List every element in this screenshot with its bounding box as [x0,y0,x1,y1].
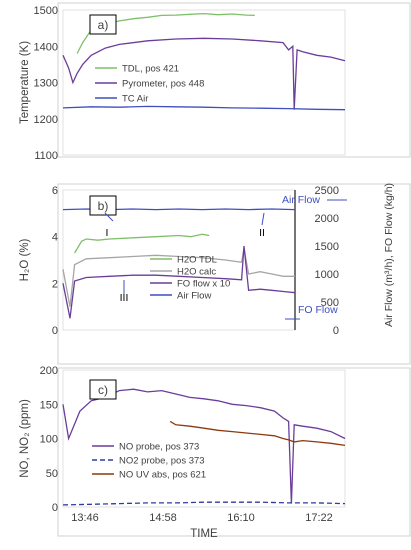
legend-label: FO flow x 10 [177,279,230,290]
series-line-3 [62,105,346,111]
annotation-arrow [104,212,114,222]
series-line-1 [74,233,210,254]
series-line-1 [62,388,346,504]
legend-label: NO UV abs, pos 621 [119,470,206,481]
annotation-label: FO Flow [298,304,338,316]
chart-panel-1 [57,2,411,158]
series-line-2 [62,248,295,307]
y-tick-label: 100 [40,434,58,446]
y-tick-label: 50 [46,468,58,480]
y-tick-label: 0 [52,502,58,514]
panel-label: a) [98,18,109,32]
panel-frame [57,183,411,365]
y2-axis-label: Air Flow (m³/h), FO Flow (kg/h) [383,183,395,327]
annotation-label: I [106,227,109,239]
y-tick-label: 1200 [34,114,58,126]
y2-tick-label: 500 [321,297,339,309]
y2-tick-label: 1000 [315,269,339,281]
x-tick-label: 16:10 [227,512,255,524]
annotation-arrow [261,212,265,226]
y2-tick-label: 0 [333,325,339,337]
annotation-label: III [120,292,129,304]
legend-label: TC Air [122,94,148,105]
legend-label: NO2 probe, pos 373 [119,456,205,467]
legend-label: H2O calc [177,267,216,278]
y2-tick-label: 2500 [315,185,339,197]
y2-tick-label: 1500 [315,241,339,253]
annotation-label: II [259,227,265,239]
y2-tick-label: 2000 [315,213,339,225]
y-tick-label: 1500 [34,5,58,17]
y-axis-label: NO, NO₂ (ppm) [19,399,31,478]
annotation-label: Air Flow [282,194,320,206]
y-tick-label: 200 [40,365,58,377]
x-tick-label: 14:58 [149,512,177,524]
y-tick-label: 4 [52,232,58,244]
legend-label: Pyrometer, pos 448 [122,79,204,90]
panel-label-box [89,195,117,216]
series-line-3 [169,420,346,447]
legend-label: H2O TDL [177,255,217,266]
x-axis-label: TIME [190,528,218,540]
y-tick-label: 1100 [34,150,58,162]
panel-frame [57,367,411,537]
y-tick-label: 0 [52,325,58,337]
legend-label: TDL, pos 421 [122,64,179,75]
chart-panel-3 [57,367,411,537]
panel-label-box [89,14,117,35]
y-axis-label: H₂O (%) [19,238,31,281]
legend-label: NO probe, pos 373 [119,442,199,453]
series-line-2 [62,37,346,110]
y-tick-label: 6 [52,185,58,197]
y-tick-label: 2 [52,278,58,290]
y-tick-label: 1300 [34,78,58,90]
panel-label-box [89,379,117,400]
panel-frame [57,2,411,158]
series-line-2 [62,501,346,506]
chart-panel-2 [57,183,411,365]
y-tick-label: 1400 [34,41,58,53]
y-axis-label: Temperature (K) [19,41,31,124]
panel-label: b) [98,199,109,213]
legend-label: Air Flow [177,291,211,302]
plot-area [62,9,346,156]
y-tick-label: 150 [40,399,58,411]
series-line-3 [62,245,296,319]
x-tick-label: 17:22 [305,512,333,524]
panel-label: c) [98,383,108,397]
x-tick-label: 13:46 [71,512,99,524]
